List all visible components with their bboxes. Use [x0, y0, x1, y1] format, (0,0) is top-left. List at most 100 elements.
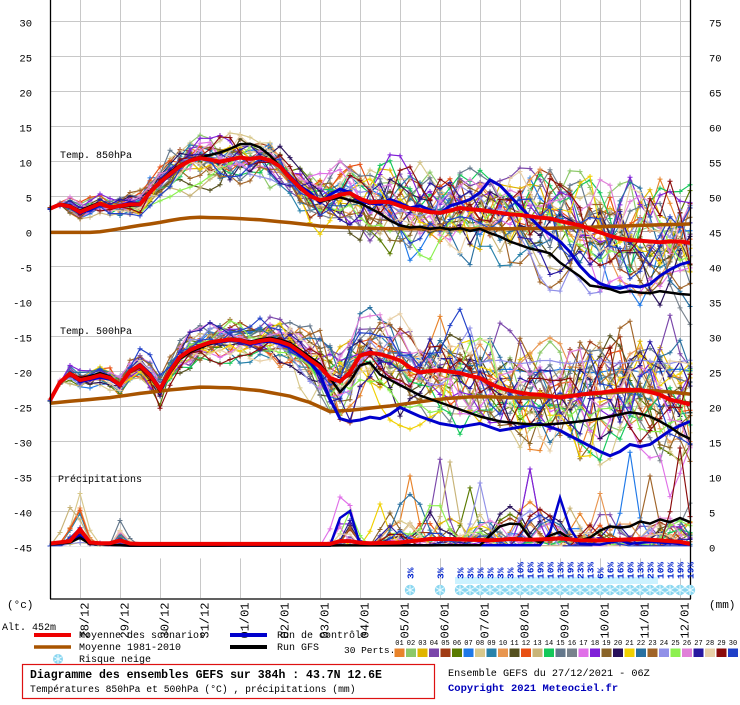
svg-text:50: 50 — [709, 194, 722, 206]
svg-text:Diagramme des ensembles GEFS s: Diagramme des ensembles GEFS sur 384h : … — [30, 669, 382, 682]
svg-text:20: 20 — [614, 640, 622, 648]
svg-text:Temp. 850hPa: Temp. 850hPa — [60, 150, 132, 162]
svg-text:12/01: 12/01 — [679, 602, 693, 638]
svg-text:16: 16 — [568, 640, 576, 648]
svg-text:35: 35 — [709, 299, 722, 311]
svg-text:3%: 3% — [466, 567, 477, 579]
svg-text:30/12: 30/12 — [159, 602, 173, 638]
svg-text:0: 0 — [709, 544, 715, 556]
svg-text:03/01: 03/01 — [319, 602, 333, 638]
svg-text:10: 10 — [499, 640, 507, 648]
svg-text:19%: 19% — [676, 562, 687, 579]
svg-text:04/01: 04/01 — [359, 602, 373, 638]
svg-text:14: 14 — [545, 640, 553, 648]
svg-text:Copyright 2021 Meteociel.fr: Copyright 2021 Meteociel.fr — [448, 683, 618, 695]
svg-text:02/01: 02/01 — [279, 602, 293, 638]
svg-text:21: 21 — [625, 640, 633, 648]
svg-text:19%: 19% — [566, 562, 577, 579]
svg-text:11: 11 — [510, 640, 518, 648]
svg-text:22: 22 — [637, 640, 645, 648]
svg-text:25: 25 — [671, 640, 679, 648]
svg-text:-5: -5 — [19, 264, 32, 276]
svg-text:Temp. 500hPa: Temp. 500hPa — [60, 326, 132, 338]
svg-text:19%: 19% — [686, 562, 697, 579]
svg-text:(°c): (°c) — [7, 600, 33, 612]
svg-text:30 Perts.: 30 Perts. — [344, 645, 395, 656]
svg-text:3%: 3% — [486, 567, 497, 579]
svg-text:Moyenne des scénarios: Moyenne des scénarios — [79, 630, 205, 642]
svg-text:40: 40 — [709, 264, 722, 276]
svg-text:65: 65 — [709, 89, 722, 101]
svg-text:15: 15 — [19, 124, 32, 136]
svg-text:07/01: 07/01 — [479, 602, 493, 638]
svg-text:Ensemble GEFS du 27/12/2021 -: Ensemble GEFS du 27/12/2021 - 06Z — [448, 668, 650, 680]
svg-text:23%: 23% — [576, 562, 587, 579]
svg-text:11/01: 11/01 — [639, 602, 653, 638]
svg-text:15: 15 — [556, 640, 564, 648]
svg-text:45: 45 — [709, 229, 722, 241]
svg-text:13%: 13% — [556, 562, 567, 579]
svg-text:16%: 16% — [526, 562, 537, 579]
svg-text:-30: -30 — [13, 439, 32, 451]
svg-text:23%: 23% — [646, 562, 657, 579]
svg-text:25: 25 — [19, 54, 32, 66]
svg-text:Températures 850hPa et 500hPa: Températures 850hPa et 500hPa (°C) , pré… — [30, 684, 356, 695]
svg-text:16%: 16% — [616, 562, 627, 579]
svg-text:Run de contrôle: Run de contrôle — [277, 630, 367, 642]
svg-text:10/01: 10/01 — [599, 602, 613, 638]
svg-text:08/01: 08/01 — [519, 602, 533, 638]
svg-text:20: 20 — [19, 89, 32, 101]
svg-text:06: 06 — [453, 640, 461, 648]
svg-text:12: 12 — [522, 640, 530, 648]
svg-text:01: 01 — [395, 640, 403, 648]
svg-text:27: 27 — [694, 640, 702, 648]
svg-text:10: 10 — [19, 159, 32, 171]
svg-text:3%: 3% — [506, 567, 517, 579]
svg-text:23: 23 — [648, 640, 656, 648]
svg-text:25: 25 — [709, 369, 722, 381]
svg-text:02: 02 — [407, 640, 415, 648]
svg-text:(mm): (mm) — [709, 600, 735, 612]
svg-text:Risque neige: Risque neige — [79, 654, 151, 666]
svg-text:24: 24 — [660, 640, 668, 648]
svg-text:10%: 10% — [656, 562, 667, 579]
svg-text:29: 29 — [717, 640, 725, 648]
svg-text:10%: 10% — [516, 562, 527, 579]
svg-text:19: 19 — [602, 640, 610, 648]
svg-text:17: 17 — [579, 640, 587, 648]
svg-text:30: 30 — [19, 19, 32, 31]
svg-text:5: 5 — [709, 509, 715, 521]
svg-text:04: 04 — [430, 640, 438, 648]
svg-text:05/01: 05/01 — [399, 602, 413, 638]
svg-text:60: 60 — [709, 124, 722, 136]
svg-text:28/12: 28/12 — [79, 602, 93, 638]
svg-text:-40: -40 — [13, 509, 32, 521]
svg-text:20: 20 — [709, 404, 722, 416]
svg-text:5: 5 — [26, 194, 32, 206]
svg-text:03: 03 — [418, 640, 426, 648]
svg-text:3%: 3% — [406, 567, 417, 579]
svg-text:05: 05 — [441, 640, 449, 648]
svg-text:Run GFS: Run GFS — [277, 643, 319, 654]
svg-text:13%: 13% — [636, 562, 647, 579]
svg-text:15: 15 — [709, 439, 722, 451]
svg-text:30: 30 — [729, 640, 737, 648]
svg-text:6%: 6% — [596, 567, 607, 579]
svg-text:30: 30 — [709, 334, 722, 346]
svg-text:09/01: 09/01 — [559, 602, 573, 638]
svg-text:13%: 13% — [586, 562, 597, 579]
svg-text:08: 08 — [476, 640, 484, 648]
svg-text:19%: 19% — [536, 562, 547, 579]
svg-text:07: 07 — [464, 640, 472, 648]
svg-text:10%: 10% — [666, 562, 677, 579]
svg-text:10: 10 — [709, 474, 722, 486]
svg-text:10%: 10% — [626, 562, 637, 579]
svg-text:28: 28 — [706, 640, 714, 648]
svg-text:-45: -45 — [13, 544, 32, 556]
svg-text:Précipitations: Précipitations — [58, 474, 142, 486]
svg-text:75: 75 — [709, 19, 722, 31]
svg-text:3%: 3% — [496, 567, 507, 579]
svg-text:-15: -15 — [13, 334, 32, 346]
svg-text:55: 55 — [709, 159, 722, 171]
svg-text:10%: 10% — [546, 562, 557, 579]
